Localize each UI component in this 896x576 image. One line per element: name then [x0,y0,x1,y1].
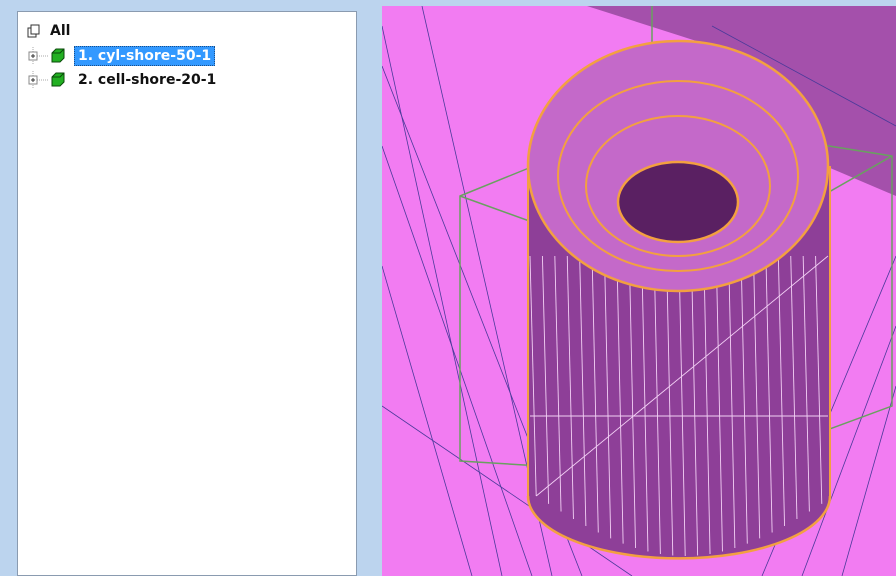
ring [557,80,799,272]
mesh-edge [802,255,810,512]
item-label: 2. cell-shore-20-1 [78,72,217,88]
item-label: 1. cyl-shore-50-1 [74,46,216,66]
mesh-edge [604,255,612,539]
mesh-edge [690,255,699,556]
mesh-edge [616,255,624,544]
mesh-edge [753,255,761,539]
item-icons [28,47,65,65]
mesh-edge [535,255,829,497]
mesh-edge [579,255,587,527]
wire [382,25,503,576]
wire [841,385,896,576]
mesh-edge [740,255,748,544]
viewport [382,6,896,576]
mesh-edge [666,255,674,556]
root-icon [27,24,40,38]
mesh-edge [678,255,686,557]
mesh-edge [554,255,562,512]
root-label: All [50,23,71,39]
mesh-edge [790,255,798,519]
wire [382,265,473,576]
mesh-edge [815,255,823,504]
mesh-edge [591,255,599,533]
hole [616,160,740,244]
mesh-edge [728,255,736,548]
bottom-edge [526,495,832,560]
tree-item[interactable]: 2. cell-shore-20-1 [26,69,220,91]
item-icons [28,71,65,89]
mesh-edge [628,255,636,548]
tree-panel: All 1. cyl-shore-50-1 2. cell-shore-20-1 [17,11,357,576]
mesh-edge [765,255,773,533]
mesh-edge [641,255,649,552]
wire [711,25,896,127]
tree-item[interactable]: 1. cyl-shore-50-1 [26,45,216,67]
mesh-edge [529,255,537,497]
tree-root[interactable]: All [26,20,74,42]
mesh-edge [715,255,723,552]
mesh-lines [529,255,829,557]
ring [585,115,771,257]
mesh-edge [653,255,661,554]
mesh-edge [777,255,785,527]
mesh-edge [566,255,574,519]
mesh-edge [703,255,711,554]
mesh-edge [541,255,550,504]
wire [801,325,896,576]
wire [382,145,533,576]
